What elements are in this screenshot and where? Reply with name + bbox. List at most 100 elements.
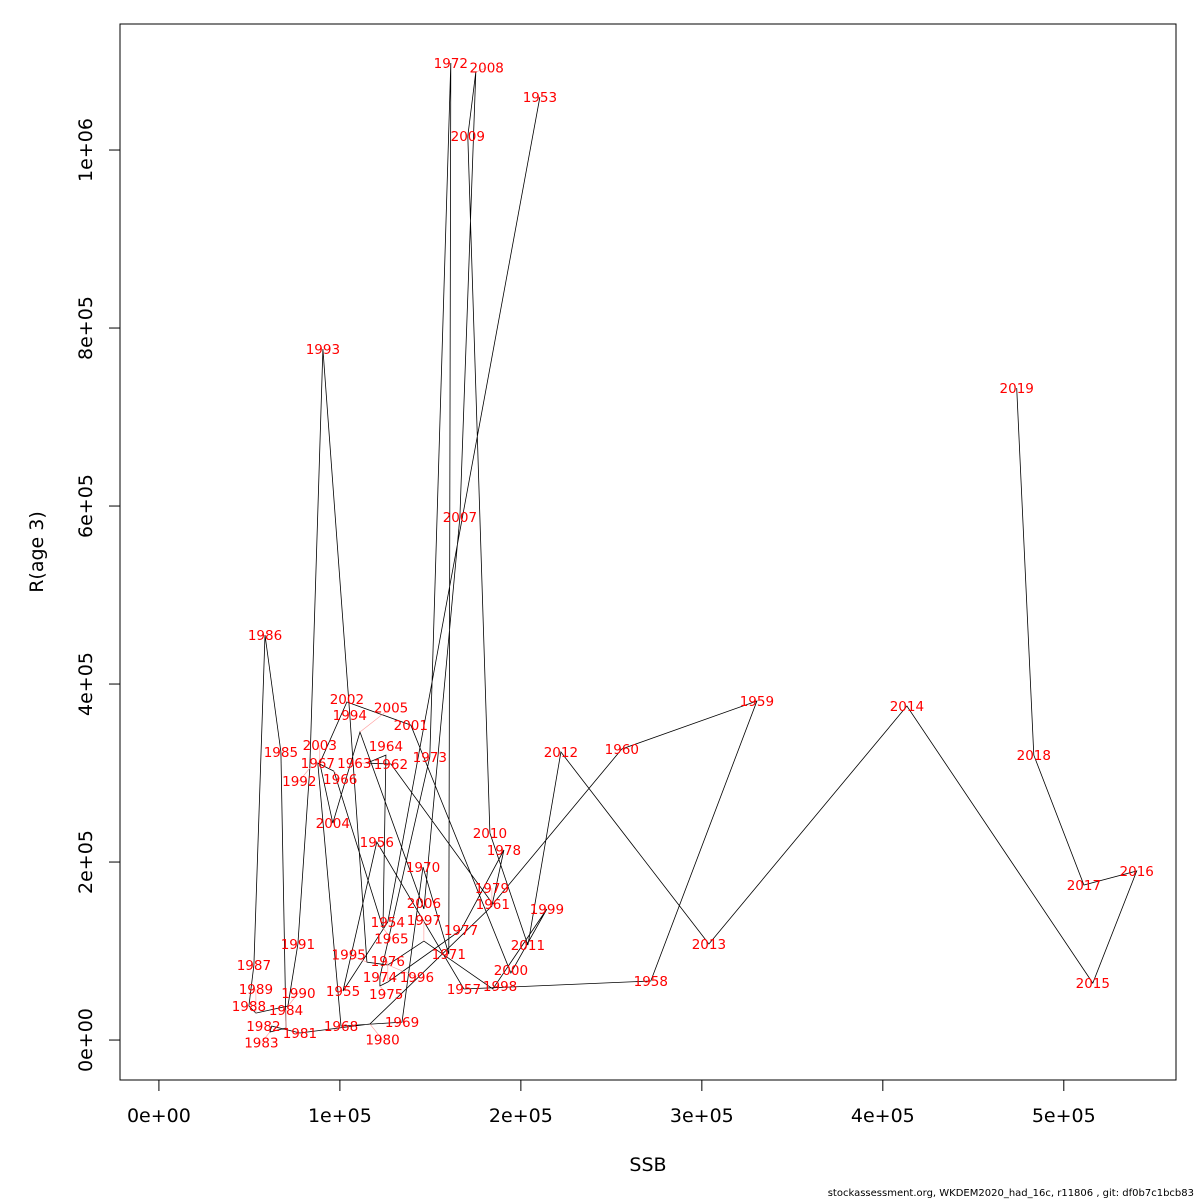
y-tick-label: 6e+05	[75, 474, 97, 538]
y-tick-label: 2e+05	[75, 830, 97, 894]
x-tick-label: 5e+05	[1032, 1105, 1096, 1127]
point-label-2007: 2007	[443, 510, 477, 526]
point-label-1978: 1978	[487, 843, 521, 859]
point-label-1997: 1997	[407, 913, 441, 929]
point-label-1957: 1957	[447, 982, 481, 998]
point-label-2002: 2002	[330, 692, 364, 708]
point-label-1992: 1992	[282, 774, 316, 790]
x-axis: 0e+00 1e+05 2e+05 3e+05 4e+05 5e+05	[127, 1079, 1096, 1127]
point-label-2014: 2014	[890, 699, 924, 715]
point-label-1999: 1999	[530, 902, 564, 918]
y-tick-label: 4e+05	[75, 652, 97, 716]
point-label-1988: 1988	[232, 999, 266, 1015]
leader-line-2005	[359, 707, 392, 733]
series-line	[248, 62, 1138, 1034]
leader-line-1990	[287, 992, 299, 1007]
y-tick-label: 0e+00	[75, 1008, 97, 1072]
point-label-1967: 1967	[301, 756, 335, 772]
y-tick-label: 1e+06	[75, 118, 97, 182]
leader-line-1975	[379, 985, 387, 994]
point-label-2017: 2017	[1067, 878, 1101, 894]
point-label-1993: 1993	[306, 342, 340, 358]
point-label-2001: 2001	[394, 718, 428, 734]
y-axis: 0e+00 2e+05 4e+05 6e+05 8e+05 1e+06	[75, 118, 121, 1072]
leader-line-1965	[382, 927, 392, 939]
leader-line-1966	[333, 770, 341, 780]
point-label-1976: 1976	[371, 954, 405, 970]
point-label-1980: 1980	[365, 1033, 399, 1049]
point-label-1979: 1979	[475, 881, 509, 897]
leader-line-1995	[348, 954, 367, 963]
point-label-2015: 2015	[1076, 976, 1110, 992]
x-tick-label: 0e+00	[127, 1105, 191, 1127]
leader-line-1992	[299, 767, 311, 782]
point-label-1959: 1959	[740, 694, 774, 710]
point-label-1956: 1956	[360, 835, 394, 851]
point-label-1969: 1969	[385, 1015, 419, 1031]
point-label-1973: 1973	[413, 750, 447, 766]
x-tick-label: 2e+05	[489, 1105, 553, 1127]
x-tick-label: 3e+05	[670, 1105, 734, 1127]
leader-line-1996	[387, 964, 418, 978]
point-label-2019: 2019	[1000, 381, 1034, 397]
point-label-2011: 2011	[511, 938, 545, 954]
point-label-1983: 1983	[244, 1035, 278, 1051]
point-label-1955: 1955	[326, 984, 360, 1000]
point-label-1958: 1958	[634, 974, 668, 990]
point-label-2008: 2008	[470, 61, 504, 77]
point-label-1962: 1962	[374, 757, 408, 773]
point-label-2005: 2005	[374, 701, 408, 717]
point-label-1975: 1975	[369, 987, 403, 1003]
point-labels: 1953 1954 1955 1956 1957 1958 1959 1960 1961 1962…	[232, 56, 1154, 1051]
point-label-1995: 1995	[332, 948, 366, 964]
point-label-1986: 1986	[248, 628, 282, 644]
point-label-1961: 1961	[476, 897, 510, 913]
point-label-1987: 1987	[237, 958, 271, 974]
point-label-1984: 1984	[269, 1003, 303, 1019]
point-label-1989: 1989	[239, 982, 273, 998]
point-label-1960: 1960	[605, 742, 639, 758]
y-tick-label: 8e+05	[75, 296, 97, 360]
x-axis-title: SSB	[629, 1154, 666, 1176]
point-label-1991: 1991	[281, 937, 315, 953]
x-tick-label: 1e+05	[308, 1105, 372, 1127]
point-label-1971: 1971	[432, 947, 466, 963]
point-label-2006: 2006	[407, 896, 441, 912]
label-leader-lines	[255, 67, 493, 1043]
point-label-1968: 1968	[324, 1019, 358, 1035]
point-label-1985: 1985	[264, 745, 298, 761]
leader-line-2008	[475, 67, 487, 73]
point-label-2018: 2018	[1017, 748, 1051, 764]
point-label-1964: 1964	[369, 739, 403, 755]
point-label-1965: 1965	[374, 932, 408, 948]
point-label-1996: 1996	[400, 970, 434, 986]
point-label-1963: 1963	[337, 756, 371, 772]
point-label-2000: 2000	[494, 963, 528, 979]
point-label-1981: 1981	[283, 1026, 317, 1042]
leader-line-1980	[369, 1023, 383, 1040]
point-label-2012: 2012	[544, 745, 578, 761]
point-label-2004: 2004	[316, 816, 350, 832]
point-label-1953: 1953	[523, 90, 557, 106]
footer-credit: stockassessment.org, WKDEM2020_had_16c, …	[827, 1188, 1194, 1199]
point-label-1974: 1974	[363, 970, 397, 986]
plot-frame	[119, 23, 1177, 1081]
x-tick-label: 4e+05	[851, 1105, 915, 1127]
point-label-1998: 1998	[483, 979, 517, 995]
point-label-2003: 2003	[303, 738, 337, 754]
point-label-1982: 1982	[246, 1019, 280, 1035]
point-label-1954: 1954	[371, 915, 405, 931]
point-label-1972: 1972	[434, 56, 468, 72]
point-label-2010: 2010	[473, 826, 507, 842]
point-label-2013: 2013	[692, 937, 726, 953]
y-axis-title: R(age 3)	[26, 511, 48, 593]
point-label-1966: 1966	[323, 772, 357, 788]
point-label-1994: 1994	[333, 708, 367, 724]
point-label-1970: 1970	[406, 860, 440, 876]
point-label-2016: 2016	[1120, 864, 1154, 880]
point-label-1990: 1990	[281, 986, 315, 1002]
leader-line-1983	[261, 1031, 271, 1043]
point-label-2009: 2009	[451, 129, 485, 145]
point-label-1977: 1977	[444, 923, 478, 939]
